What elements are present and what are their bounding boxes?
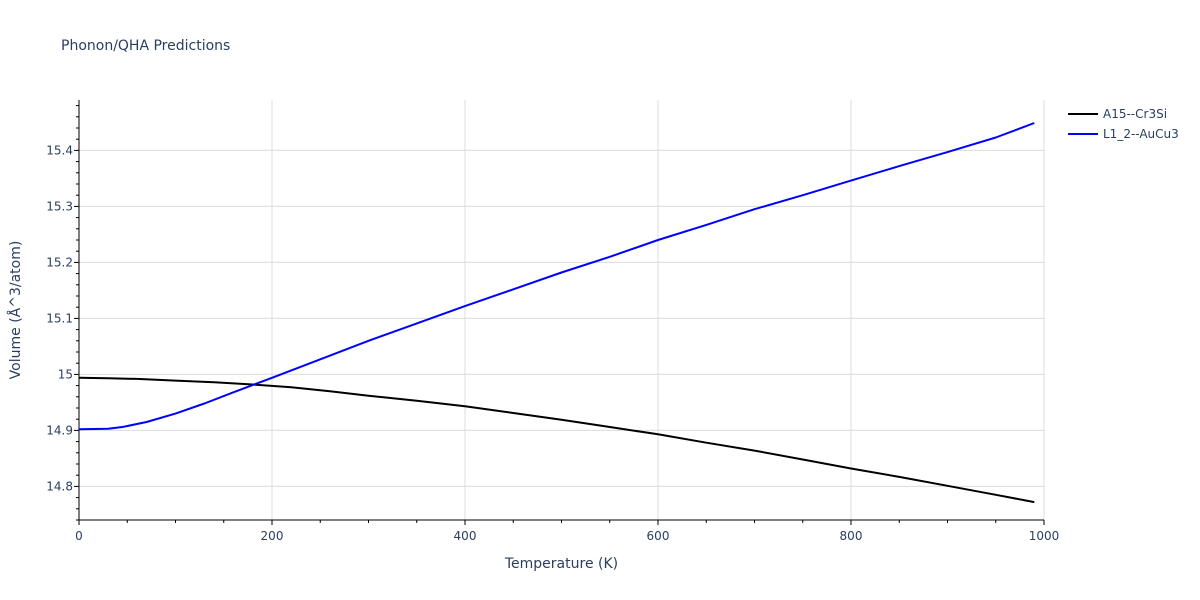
series-line-1 [78, 376, 1035, 504]
x-tick-label: 0 [75, 529, 83, 543]
x-tick-label: 400 [454, 529, 477, 543]
y-axis-title: Volume (Å^3/atom) [7, 241, 24, 380]
x-axis-title: Temperature (K) [504, 556, 618, 572]
tick-labels: 0 200 400 600 800 1000 14.8 14.9 15 15.1 15.2 15.3 1… [46, 143, 1059, 543]
series-line-2 [78, 122, 1035, 431]
chart-title: Phonon/QHA Predictions [61, 38, 230, 54]
y-tick-label: 15.2 [46, 255, 73, 269]
y-tick-label: 14.8 [46, 479, 73, 493]
series-lines [78, 122, 1035, 504]
legend-label: A15--Cr3Si [1103, 107, 1167, 121]
legend-label: L1_2--AuCu3 [1103, 127, 1179, 141]
y-tick-label: 15.4 [46, 143, 73, 157]
legend-item-2[interactable]: L1_2--AuCu3 [1068, 127, 1179, 141]
x-tick-label: 200 [261, 529, 284, 543]
y-tick-label: 14.9 [46, 423, 73, 437]
y-tick-label: 15 [58, 367, 73, 381]
x-tick-label: 600 [647, 529, 670, 543]
y-tick-label: 15.3 [46, 199, 73, 213]
axes [74, 100, 1045, 525]
x-tick-label: 1000 [1029, 529, 1060, 543]
legend[interactable]: A15--Cr3Si L1_2--AuCu3 [1068, 107, 1179, 141]
y-tick-label: 15.1 [46, 311, 73, 325]
grid-lines [79, 100, 1045, 520]
legend-item-1[interactable]: A15--Cr3Si [1068, 107, 1167, 121]
x-tick-label: 800 [840, 529, 863, 543]
